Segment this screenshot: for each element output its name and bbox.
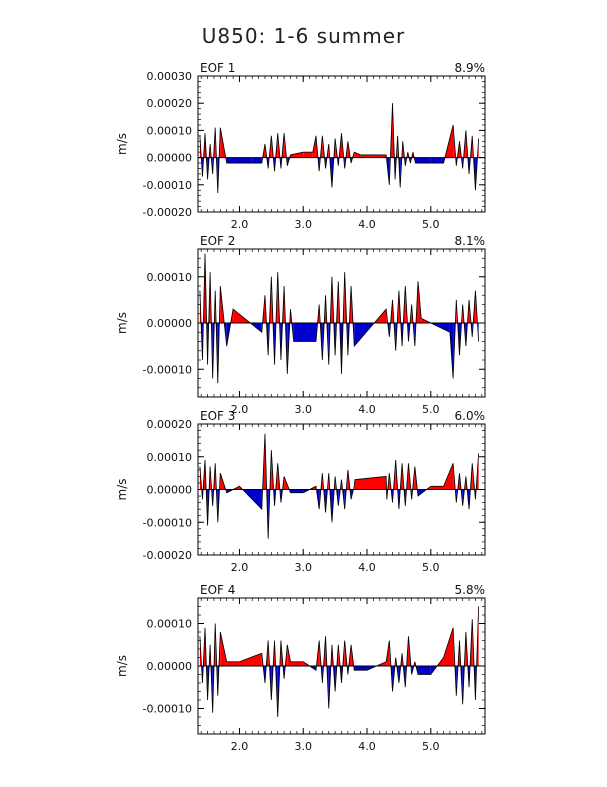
- eof2-ytick-label: -0.00010: [143, 363, 192, 376]
- eof1-area-segment: [303, 152, 313, 158]
- eof3-ytick-label: 0.00010: [147, 451, 193, 464]
- eof3-ytick-label: -0.00020: [143, 549, 192, 562]
- eof3-ytick-label: -0.00010: [143, 516, 192, 529]
- eof1-area-segment: [252, 157, 262, 164]
- eof3-ytick-label: 0.00020: [147, 418, 193, 431]
- eof2-xtick-label: 5.0: [422, 403, 440, 416]
- eof4-ytick-label: 0.00010: [147, 618, 193, 631]
- eof3-xtick-label: 2.0: [231, 561, 249, 574]
- eof4-label: EOF 4: [200, 583, 235, 597]
- eof1-ytick-label: -0.00010: [143, 179, 192, 192]
- eof1-xtick-label: 4.0: [358, 218, 376, 231]
- eof2-ytick-label: 0.00010: [147, 271, 193, 284]
- eof1-ytick-label: 0.00000: [147, 152, 193, 165]
- eof1-area-segment: [430, 157, 444, 164]
- eof3-area-segment: [354, 476, 387, 490]
- eof4-area-segment: [239, 653, 262, 666]
- eof4-area-segment: [418, 666, 431, 675]
- eof1-ytick-label: 0.00030: [147, 70, 193, 83]
- eof1-area-segment: [415, 157, 419, 164]
- eof4-ylabel: m/s: [115, 655, 129, 677]
- eof3-xtick-label: 5.0: [422, 561, 440, 574]
- eof1-area-segment: [373, 154, 387, 158]
- eof1-area-segment: [354, 152, 361, 158]
- eof2-xtick-label: 2.0: [231, 403, 249, 416]
- eof4-variance: 5.8%: [455, 583, 486, 597]
- eof4-xtick-label: 2.0: [231, 740, 249, 753]
- eof2-ytick-label: 0.00000: [147, 317, 193, 330]
- eof3-variance: 6.0%: [455, 409, 486, 423]
- eof4-area-segment: [290, 661, 304, 666]
- eof4-area-segment: [354, 666, 368, 671]
- eof3-ytick-label: 0.00000: [147, 484, 193, 497]
- eof1-xtick-label: 5.0: [422, 218, 440, 231]
- eof4-area-segment: [226, 661, 240, 666]
- eof1-label: EOF 1: [200, 61, 235, 75]
- eof1-xtick-label: 3.0: [294, 218, 312, 231]
- eof3-xtick-label: 3.0: [294, 561, 312, 574]
- eof2-label: EOF 2: [200, 234, 235, 248]
- eof1-ytick-label: 0.00010: [147, 124, 193, 137]
- eof1-area-segment: [226, 157, 240, 164]
- eof1-series-line: [199, 103, 480, 193]
- eof3-area-segment: [290, 489, 304, 493]
- eof4-xtick-label: 4.0: [358, 740, 376, 753]
- eof2-xtick-label: 3.0: [294, 403, 312, 416]
- eof4-xtick-label: 5.0: [422, 740, 440, 753]
- eof3-xtick-label: 4.0: [358, 561, 376, 574]
- eof3-area-segment: [430, 486, 444, 490]
- eof1-area-segment: [290, 152, 304, 158]
- eof2-ylabel: m/s: [115, 312, 129, 334]
- eof1-ylabel: m/s: [115, 133, 129, 155]
- eof4-ytick-label: 0.00000: [147, 660, 193, 673]
- eof4-xtick-label: 3.0: [294, 740, 312, 753]
- eof2-series-line: [199, 253, 480, 384]
- eof1-ytick-label: 0.00020: [147, 97, 193, 110]
- eof3-series-line: [199, 433, 480, 539]
- eof4-area-segment: [443, 627, 454, 666]
- eof3-ylabel: m/s: [115, 479, 129, 501]
- eof2-variance: 8.1%: [455, 234, 486, 248]
- eof3-label: EOF 3: [200, 409, 235, 423]
- eof1-variance: 8.9%: [455, 61, 486, 75]
- eof1-area-segment: [418, 157, 431, 164]
- eof2-xtick-label: 4.0: [358, 403, 376, 416]
- page-title: U850: 1-6 summer: [201, 24, 406, 48]
- eof1-area-segment: [239, 157, 253, 164]
- eof1-area-segment: [360, 154, 374, 158]
- eof2-area-segment: [293, 323, 316, 342]
- eof4-ytick-label: -0.00010: [143, 703, 192, 716]
- eof1-ytick-label: -0.00020: [143, 206, 192, 219]
- eof1-xtick-label: 2.0: [231, 218, 249, 231]
